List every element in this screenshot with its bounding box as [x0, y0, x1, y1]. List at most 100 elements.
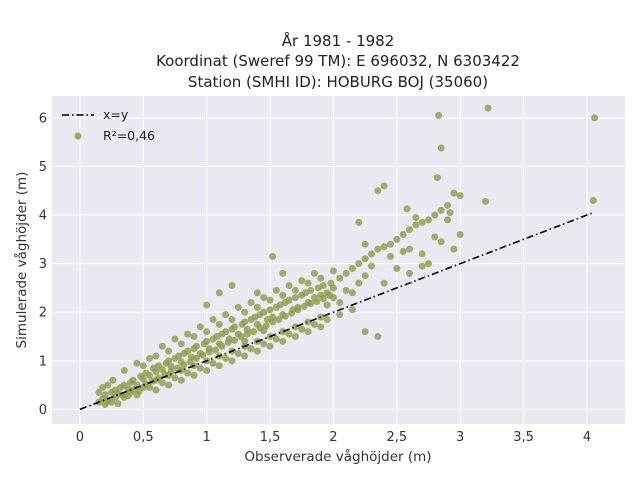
data-point	[184, 347, 192, 355]
data-point	[386, 240, 394, 248]
data-point	[196, 364, 204, 372]
data-point	[165, 347, 173, 355]
data-point	[380, 243, 388, 251]
data-point	[241, 337, 249, 345]
data-point	[279, 269, 287, 277]
data-point	[361, 272, 369, 280]
data-point	[361, 328, 369, 336]
data-points	[95, 104, 599, 409]
data-point	[348, 265, 356, 273]
data-point	[184, 369, 192, 377]
data-point	[425, 216, 433, 224]
data-point	[215, 362, 223, 370]
data-point	[589, 196, 597, 204]
data-point	[222, 328, 230, 336]
data-point	[380, 279, 388, 287]
data-point	[355, 260, 363, 268]
data-point	[165, 357, 173, 365]
data-point	[269, 313, 277, 321]
data-point	[152, 386, 160, 394]
data-point	[266, 342, 274, 350]
data-point	[304, 279, 312, 287]
data-point	[167, 368, 175, 376]
data-point	[260, 340, 268, 348]
data-point	[355, 218, 363, 226]
y-axis-label: Simulerade våghöjder (m)	[13, 172, 30, 349]
data-point	[167, 363, 175, 371]
data-point	[437, 238, 445, 246]
y-tick-label: 1	[39, 354, 47, 369]
title-line-1: År 1981 - 1982	[282, 31, 395, 50]
data-point	[450, 189, 458, 197]
x-tick-label: 1,5	[260, 430, 281, 445]
data-point	[269, 318, 277, 326]
data-point	[101, 401, 109, 409]
data-point	[275, 316, 283, 324]
data-point	[431, 211, 439, 219]
data-point	[114, 400, 122, 408]
data-point	[212, 346, 220, 354]
data-point	[405, 226, 413, 234]
data-point	[304, 328, 312, 336]
data-point	[243, 330, 251, 338]
data-point	[158, 342, 166, 350]
data-point	[437, 144, 445, 152]
data-point	[177, 376, 185, 384]
data-point	[403, 205, 411, 213]
y-tick-label: 0	[39, 403, 47, 418]
data-point	[313, 298, 321, 306]
data-point	[294, 306, 302, 314]
data-point	[399, 247, 407, 255]
data-point	[329, 267, 337, 275]
data-point	[300, 302, 308, 310]
data-point	[171, 374, 179, 382]
y-tick-label: 3	[39, 257, 47, 272]
data-point	[361, 240, 369, 248]
data-point	[228, 282, 236, 290]
data-point	[203, 301, 211, 309]
data-point	[237, 333, 245, 341]
data-point	[310, 269, 318, 277]
data-point	[418, 262, 426, 270]
data-point	[342, 269, 350, 277]
data-point	[215, 289, 223, 297]
data-point	[342, 286, 350, 294]
plot-area	[52, 96, 625, 424]
data-point	[186, 358, 194, 366]
data-point	[241, 318, 249, 326]
data-point	[171, 335, 179, 343]
data-point	[336, 311, 344, 319]
data-point	[180, 361, 188, 369]
data-point	[393, 265, 401, 273]
data-point	[247, 345, 255, 353]
data-point	[291, 333, 299, 341]
data-point	[253, 289, 261, 297]
data-point	[158, 379, 166, 387]
data-point	[374, 333, 382, 341]
data-point	[146, 354, 154, 362]
data-point	[146, 371, 154, 379]
data-point	[177, 340, 185, 348]
data-point	[205, 348, 213, 356]
data-point	[218, 342, 226, 350]
data-point	[291, 294, 299, 302]
data-point	[412, 221, 420, 229]
data-point	[444, 201, 452, 209]
data-point	[317, 323, 325, 331]
data-point	[247, 299, 255, 307]
data-point	[393, 235, 401, 243]
data-point	[241, 308, 249, 316]
data-point	[139, 362, 147, 370]
data-point	[281, 312, 289, 320]
data-point	[285, 330, 293, 338]
data-point	[152, 368, 160, 376]
x-tick-label: 2,5	[386, 430, 407, 445]
data-point	[135, 387, 143, 395]
legend-label-reference: x=y	[103, 107, 129, 122]
data-point	[323, 316, 331, 324]
data-point	[184, 330, 192, 338]
legend-label-series: R²=0,46	[103, 128, 155, 143]
data-point	[317, 274, 325, 282]
data-point	[291, 323, 299, 331]
data-point	[142, 380, 150, 388]
